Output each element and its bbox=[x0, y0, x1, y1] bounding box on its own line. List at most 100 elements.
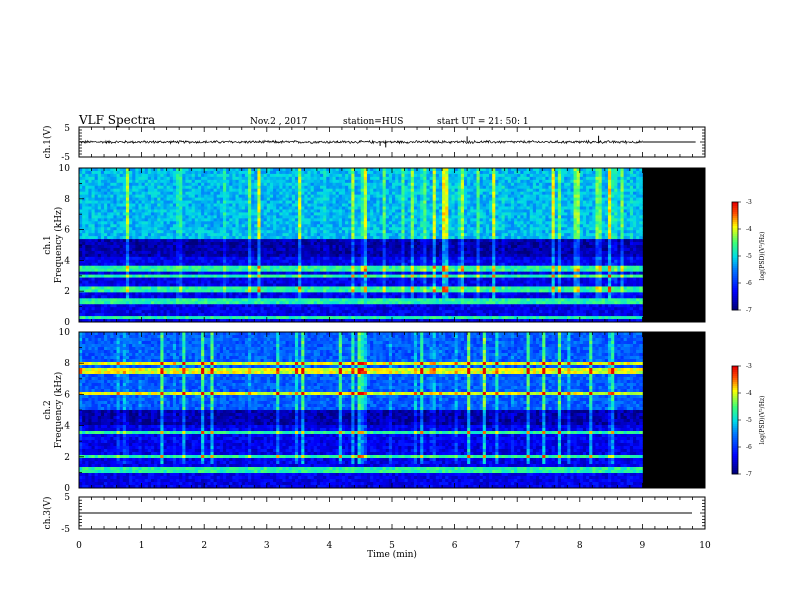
spectrogram-cell bbox=[473, 186, 477, 189]
spectrogram-cell bbox=[467, 177, 471, 180]
spectrogram-cell bbox=[379, 168, 383, 171]
spectrogram-cell bbox=[264, 174, 268, 177]
spectrogram-cell bbox=[480, 189, 484, 192]
spectrogram-cell bbox=[276, 177, 280, 180]
spectrogram-cell bbox=[236, 180, 240, 183]
spectrogram-cell bbox=[282, 192, 286, 195]
spectrogram-cell bbox=[514, 174, 518, 177]
spectrogram-cell bbox=[110, 177, 114, 180]
spectrogram-cell bbox=[160, 189, 164, 192]
spectrogram-cell bbox=[508, 168, 512, 171]
spectrogram-cell bbox=[261, 189, 265, 192]
spectrogram-cell bbox=[583, 177, 587, 180]
spectrogram-cell bbox=[351, 171, 355, 174]
spectrogram-cell bbox=[286, 189, 290, 192]
spectrogram-cell bbox=[558, 174, 562, 177]
spectrogram-cell bbox=[552, 183, 556, 186]
spectrogram-cell bbox=[289, 177, 293, 180]
spectrogram-cell bbox=[624, 189, 628, 192]
spectrogram-cell bbox=[79, 174, 83, 177]
spectrogram-cell bbox=[633, 189, 637, 192]
spectrogram-cell bbox=[624, 186, 628, 189]
spectrogram-cell bbox=[254, 183, 258, 186]
spectrogram-cell bbox=[204, 183, 208, 186]
spectrogram-cell bbox=[633, 171, 637, 174]
spectrogram-cell bbox=[536, 180, 540, 183]
spectrogram-cell bbox=[151, 189, 155, 192]
spectrogram-cell bbox=[267, 168, 271, 171]
spectrogram-cell bbox=[420, 186, 424, 189]
spectrogram-cell bbox=[574, 186, 578, 189]
spectrogram-cell bbox=[295, 186, 299, 189]
spectrogram-cell bbox=[248, 183, 252, 186]
spectrogram-cell bbox=[220, 192, 224, 195]
spectrogram-cell bbox=[210, 177, 214, 180]
spectrogram-cell bbox=[527, 174, 531, 177]
spectrogram-cell bbox=[517, 174, 521, 177]
spectrogram-cell bbox=[242, 177, 246, 180]
spectrogram-cell bbox=[492, 183, 496, 186]
spectrogram-cell bbox=[311, 180, 315, 183]
spectrogram-cell bbox=[279, 183, 283, 186]
spectrogram-cell bbox=[120, 168, 124, 171]
spectrogram-cell bbox=[195, 171, 199, 174]
spectrogram-cell bbox=[461, 180, 465, 183]
spectrogram-cell bbox=[552, 177, 556, 180]
spectrogram-cell bbox=[408, 174, 412, 177]
spectrogram-cell bbox=[464, 189, 468, 192]
spectrogram-cell bbox=[320, 192, 324, 195]
spectrogram-cell bbox=[182, 192, 186, 195]
spectrogram-cell bbox=[451, 174, 455, 177]
spectrogram-cell bbox=[545, 174, 549, 177]
spectrogram-cell bbox=[477, 180, 481, 183]
spectrogram-cell bbox=[88, 183, 92, 186]
spectrogram-cell bbox=[592, 180, 596, 183]
spectrogram-cell bbox=[470, 174, 474, 177]
spectrogram-cell bbox=[317, 183, 321, 186]
spectrogram-cell bbox=[464, 183, 468, 186]
spectrogram-cell bbox=[336, 168, 340, 171]
spectrogram-cell bbox=[273, 177, 277, 180]
spectrogram-cell bbox=[148, 186, 152, 189]
spectrogram-cell bbox=[458, 192, 462, 195]
spectrogram-cell bbox=[486, 171, 490, 174]
spectrogram-cell bbox=[182, 189, 186, 192]
spectrogram-cell bbox=[458, 171, 462, 174]
spectrogram-cell bbox=[189, 189, 193, 192]
spectrogram-cell bbox=[292, 186, 296, 189]
spectrogram-cell bbox=[545, 177, 549, 180]
spectrogram-cell bbox=[467, 168, 471, 171]
spectrogram-cell bbox=[558, 183, 562, 186]
spectrogram-cell bbox=[461, 183, 465, 186]
spectrogram-cell bbox=[148, 192, 152, 195]
spectrogram-cell bbox=[214, 192, 218, 195]
spectrogram-cell bbox=[207, 186, 211, 189]
spectrogram-cell bbox=[82, 192, 86, 195]
spectrogram-cell bbox=[245, 180, 249, 183]
spectrogram-cell bbox=[148, 168, 152, 171]
spectrogram-cell bbox=[436, 177, 440, 180]
spectrogram-cell bbox=[223, 174, 227, 177]
spectrogram-cell bbox=[549, 177, 553, 180]
spectrogram-cell bbox=[636, 174, 640, 177]
spectrogram-cell bbox=[264, 177, 268, 180]
spectrogram-cell bbox=[405, 183, 409, 186]
spectrogram-cell bbox=[257, 177, 261, 180]
spectrogram-cell bbox=[392, 180, 396, 183]
spectrogram-cell bbox=[608, 189, 612, 192]
spectrogram-cell bbox=[617, 168, 621, 171]
spectrogram-cell bbox=[405, 180, 409, 183]
spectrogram-cell bbox=[620, 186, 624, 189]
spectrogram-cell bbox=[185, 174, 189, 177]
spectrogram-cell bbox=[505, 189, 509, 192]
spectrogram-cell bbox=[599, 174, 603, 177]
spectrogram-cell bbox=[226, 183, 230, 186]
spectrogram-cell bbox=[536, 186, 540, 189]
spectrogram-cell bbox=[98, 168, 102, 171]
spectrogram-cell bbox=[477, 174, 481, 177]
spectrogram-cell bbox=[329, 168, 333, 171]
spectrogram-cell bbox=[464, 192, 468, 195]
spectrogram-cell bbox=[154, 174, 158, 177]
spectrogram-cell bbox=[533, 171, 537, 174]
spectrogram-cell bbox=[483, 189, 487, 192]
